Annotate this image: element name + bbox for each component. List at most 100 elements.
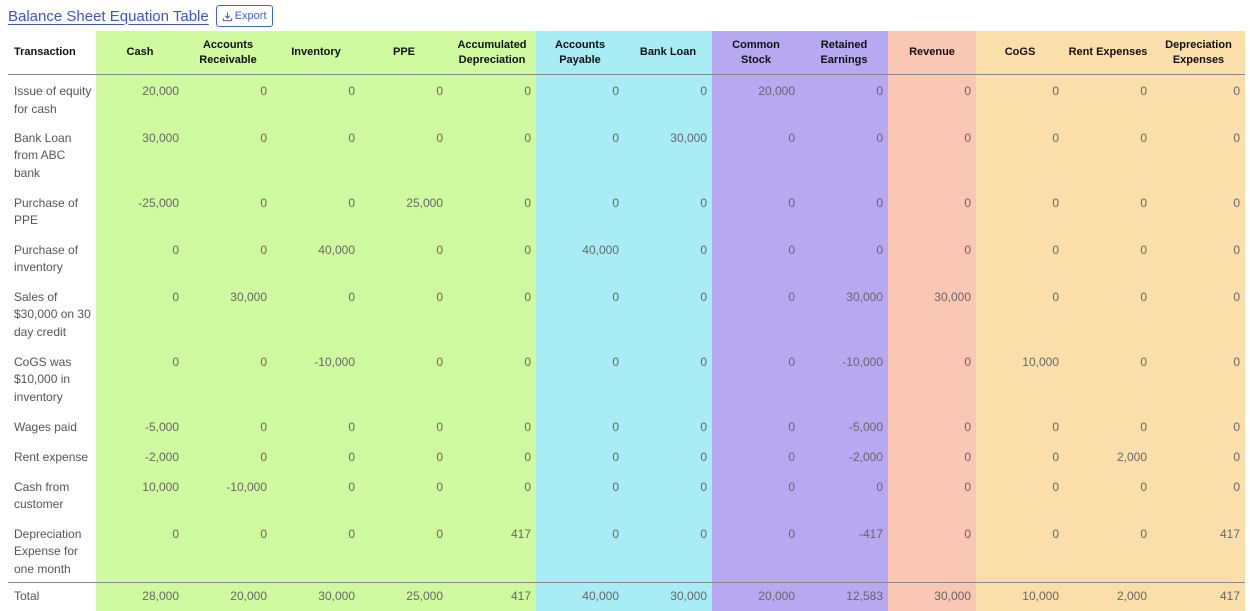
value-cell: 0 xyxy=(360,74,448,122)
value-cell: 0 xyxy=(712,517,800,583)
col-header-ppe: PPE xyxy=(360,31,448,75)
value-cell: 0 xyxy=(1152,345,1245,411)
value-cell: 0 xyxy=(624,74,712,122)
value-cell: 0 xyxy=(360,517,448,583)
value-cell: 0 xyxy=(624,280,712,346)
value-cell: 0 xyxy=(536,186,624,234)
value-cell: 0 xyxy=(976,121,1064,187)
value-cell: 0 xyxy=(272,186,360,234)
value-cell: 10,000 xyxy=(96,470,184,518)
value-cell: 0 xyxy=(976,74,1064,122)
value-cell: 0 xyxy=(360,121,448,187)
value-cell: 0 xyxy=(448,280,536,346)
value-cell: 0 xyxy=(888,121,976,187)
value-cell: 0 xyxy=(712,440,800,471)
value-cell: 0 xyxy=(976,186,1064,234)
value-cell: 30,000 xyxy=(96,121,184,187)
value-cell: -10,000 xyxy=(272,345,360,411)
value-cell: 40,000 xyxy=(272,233,360,281)
total-cell: 28,000 xyxy=(96,582,184,611)
value-cell: 0 xyxy=(1152,74,1245,122)
value-cell: 0 xyxy=(624,186,712,234)
col-header-inventory: Inventory xyxy=(272,31,360,75)
value-cell: 2,000 xyxy=(1064,440,1152,471)
value-cell: 0 xyxy=(184,74,272,122)
value-cell: 0 xyxy=(624,440,712,471)
value-cell: 0 xyxy=(184,410,272,441)
value-cell: 0 xyxy=(96,280,184,346)
export-label: Export xyxy=(234,10,267,22)
transaction-cell: Depreciation Expense for one month xyxy=(14,526,82,576)
value-cell: -2,000 xyxy=(96,440,184,471)
col-header-bank-loan: Bank Loan xyxy=(624,31,712,75)
transaction-cell: Purchase of PPE xyxy=(14,195,79,228)
table-row: Issue of equity for cash 20,000 0 0 0 0 0 0 20,0… xyxy=(8,74,1245,122)
value-cell: 0 xyxy=(800,233,888,281)
value-cell: 0 xyxy=(1064,470,1152,518)
value-cell: 0 xyxy=(96,517,184,583)
value-cell: 0 xyxy=(712,280,800,346)
value-cell: -5,000 xyxy=(800,410,888,441)
col-header-transaction: Transaction xyxy=(8,31,96,75)
value-cell: 0 xyxy=(448,470,536,518)
value-cell: 0 xyxy=(976,233,1064,281)
total-cell: 417 xyxy=(1152,582,1245,611)
value-cell: 0 xyxy=(800,470,888,518)
total-cell: 10,000 xyxy=(976,582,1064,611)
value-cell: 0 xyxy=(800,121,888,187)
value-cell: 0 xyxy=(448,233,536,281)
table-row: Depreciation Expense for one month 0 0 0 0 41… xyxy=(8,517,1245,583)
col-header-cogs: CoGS xyxy=(976,31,1064,75)
value-cell: 0 xyxy=(624,410,712,441)
transaction-cell: Wages paid xyxy=(14,419,77,434)
value-cell: 20,000 xyxy=(712,74,800,122)
value-cell: 417 xyxy=(448,517,536,583)
col-header-retained-earnings: Retained Earnings xyxy=(800,31,888,75)
table-row: Purchase of inventory 0 0 40,000 0 0 40,000 0 0 0… xyxy=(8,233,1245,281)
value-cell: 0 xyxy=(888,410,976,441)
value-cell: -417 xyxy=(800,517,888,583)
total-cell: 20,000 xyxy=(712,582,800,611)
value-cell: 0 xyxy=(272,440,360,471)
value-cell: 20,000 xyxy=(96,74,184,122)
value-cell: 0 xyxy=(536,517,624,583)
value-cell: 0 xyxy=(360,233,448,281)
value-cell: -25,000 xyxy=(96,186,184,234)
value-cell: 0 xyxy=(888,470,976,518)
value-cell: 0 xyxy=(1152,280,1245,346)
value-cell: 30,000 xyxy=(800,280,888,346)
value-cell: 0 xyxy=(1152,470,1245,518)
value-cell: 0 xyxy=(96,233,184,281)
col-header-revenue: Revenue xyxy=(888,31,976,75)
download-icon xyxy=(222,11,232,21)
col-header-rent-expenses: Rent Expenses xyxy=(1064,31,1152,75)
value-cell: 0 xyxy=(360,345,448,411)
header-row: Transaction Cash Accounts Receivable Inv… xyxy=(8,31,1245,75)
total-cell: 12,583 xyxy=(800,582,888,611)
value-cell: 0 xyxy=(536,345,624,411)
value-cell: 0 xyxy=(536,121,624,187)
transaction-cell: Bank Loan from ABC bank xyxy=(14,130,72,180)
balance-sheet-table: Transaction Cash Accounts Receivable Inv… xyxy=(8,31,1245,611)
value-cell: 0 xyxy=(1064,233,1152,281)
value-cell: 417 xyxy=(1152,517,1245,583)
value-cell: 0 xyxy=(712,233,800,281)
value-cell: -10,000 xyxy=(184,470,272,518)
value-cell: 0 xyxy=(888,345,976,411)
export-button[interactable]: Export xyxy=(215,5,273,27)
value-cell: 25,000 xyxy=(360,186,448,234)
table-row: Purchase of PPE -25,000 0 0 25,000 0 0 0 0 0 0 0 0 0 xyxy=(8,186,1245,234)
value-cell: 0 xyxy=(184,121,272,187)
value-cell: 0 xyxy=(536,280,624,346)
total-cell: 417 xyxy=(448,582,536,611)
value-cell: 0 xyxy=(976,440,1064,471)
value-cell: 0 xyxy=(360,410,448,441)
value-cell: 0 xyxy=(712,410,800,441)
value-cell: 0 xyxy=(448,121,536,187)
table-row: Rent expense -2,000 0 0 0 0 0 0 0 -2,000 0 0 2,000 0 xyxy=(8,440,1245,471)
value-cell: 0 xyxy=(976,470,1064,518)
col-header-depreciation-expenses: Depreciation Expenses xyxy=(1152,31,1245,75)
total-cell: 30,000 xyxy=(624,582,712,611)
value-cell: 0 xyxy=(888,440,976,471)
table-row: Bank Loan from ABC bank 30,000 0 0 0 0 0 30,000… xyxy=(8,121,1245,187)
